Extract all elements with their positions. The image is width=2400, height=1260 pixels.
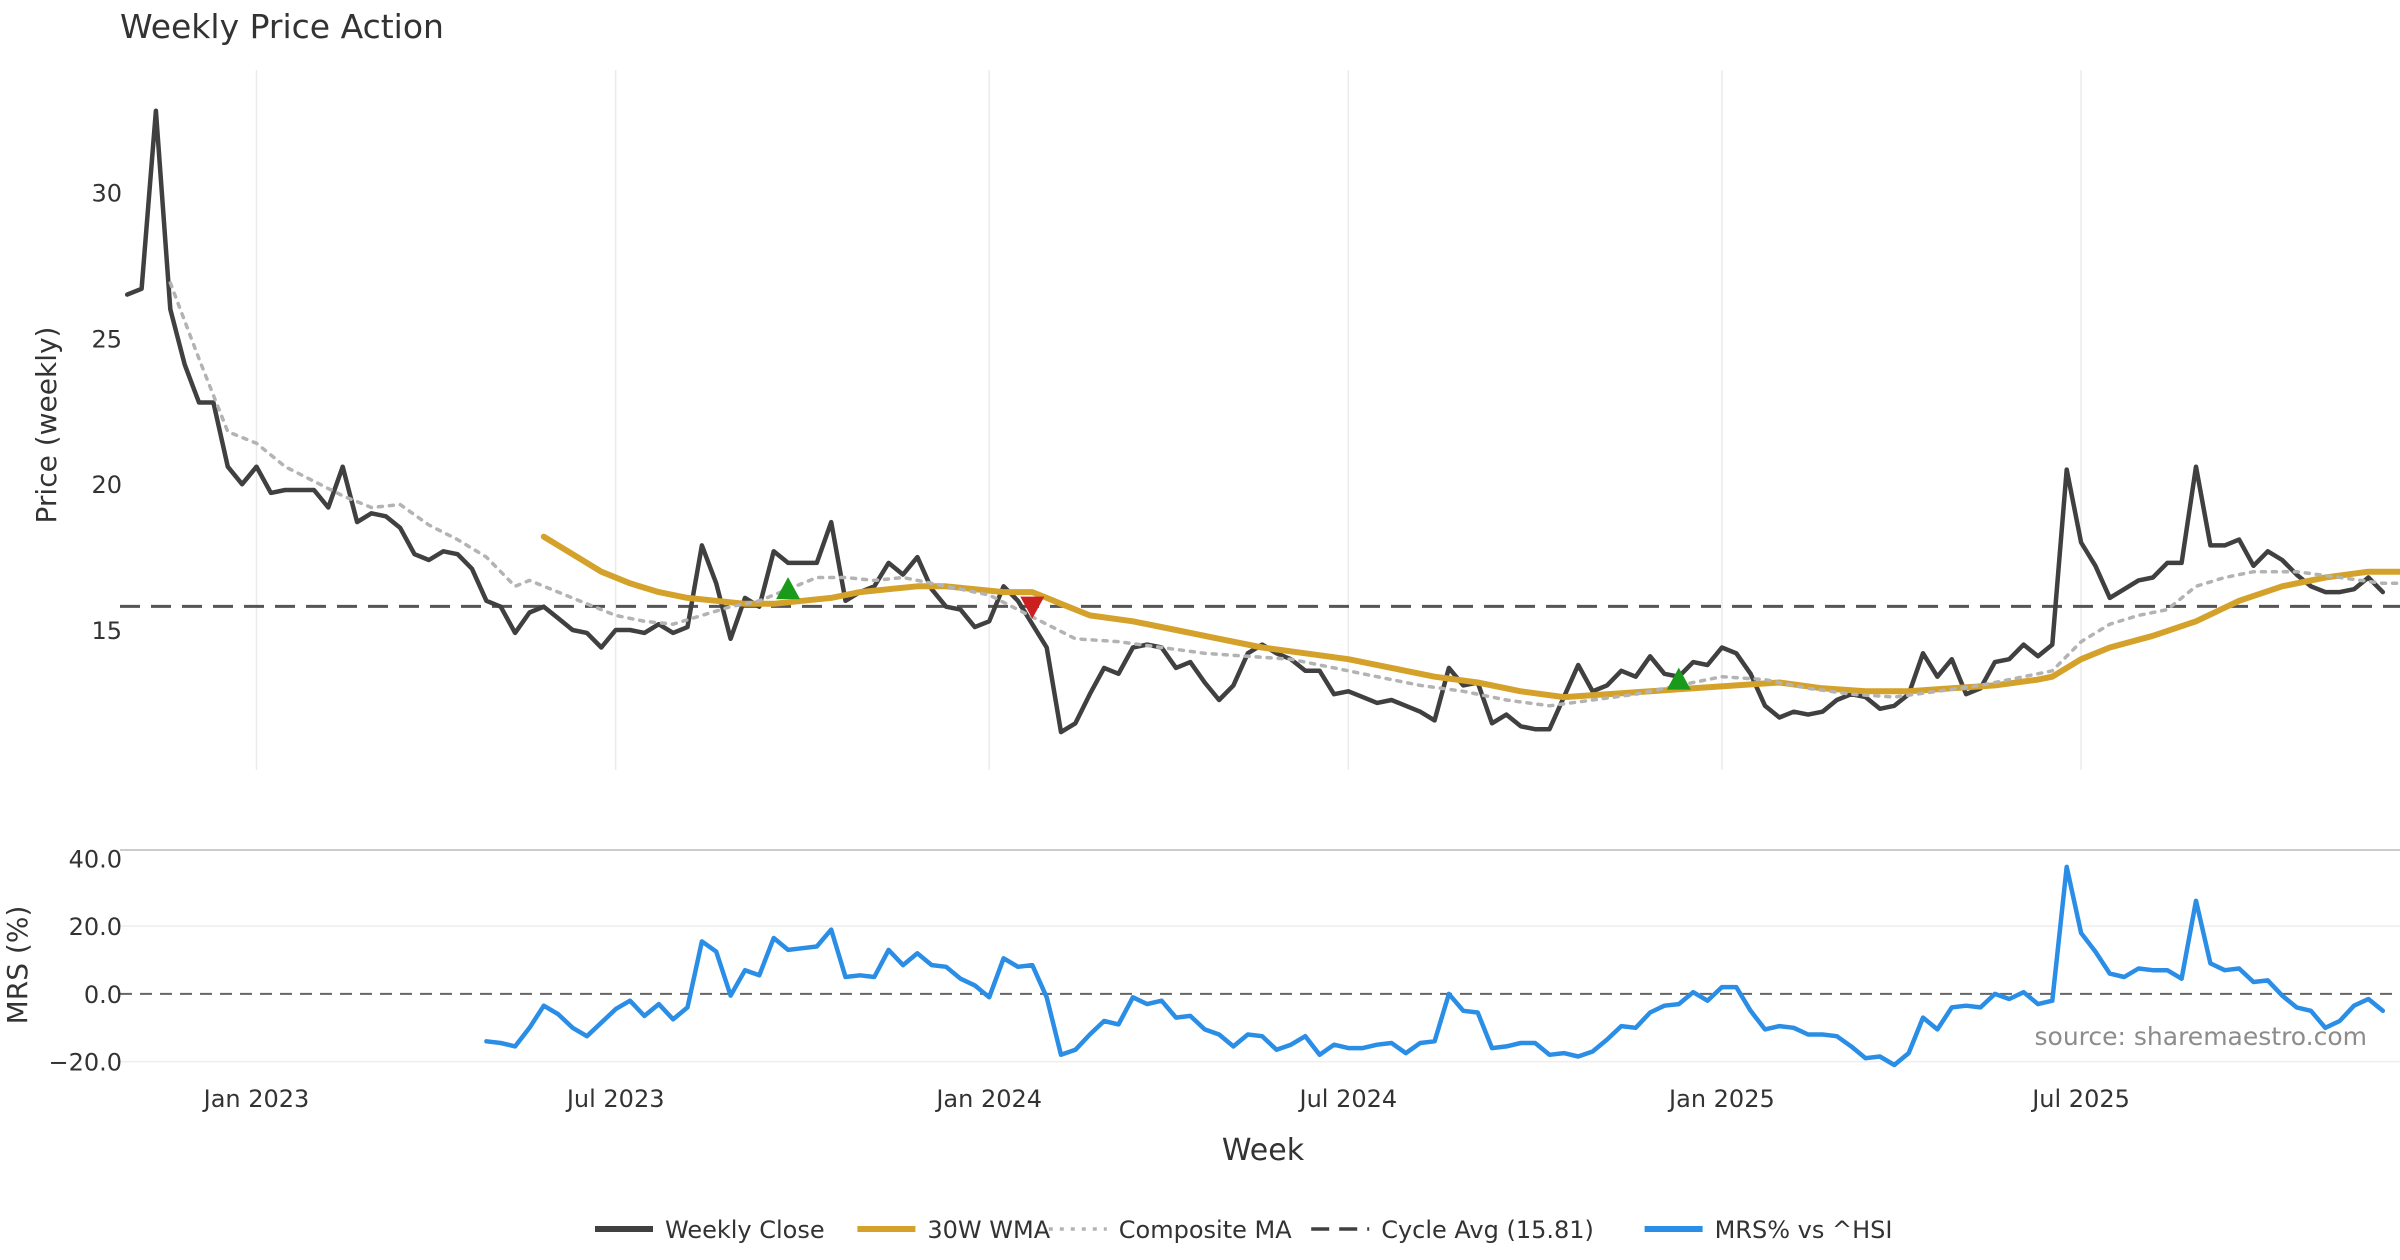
legend-label-composite-ma: Composite MA [1119, 1216, 1292, 1244]
price-panel: 15 20 25 30 Price (weekly) [30, 70, 2400, 770]
source-caption: source: sharemaestro.com [2035, 1022, 2368, 1051]
mrs-y-tick-2: 0.0 [84, 981, 122, 1009]
price-y-ticks: 15 20 25 30 [91, 180, 122, 646]
legend: Weekly Close 30W WMA Composite MA Cycle Avg… [595, 1216, 1892, 1244]
legend-item-composite-ma: Composite MA [1048, 1216, 1292, 1244]
mrs-series-group [484, 864, 2386, 1068]
legend-item-weekly-close: Weekly Close [595, 1216, 825, 1244]
mrs-gridlines [120, 925, 2400, 1063]
price-y-tick-25: 25 [91, 325, 122, 353]
price-y-tick-20: 20 [91, 471, 122, 499]
price-gridlines [255, 70, 2082, 770]
mrs-y-tick-0: 40.0 [69, 845, 122, 873]
x-axis-ticks: Jan 2023 Jul 2023 Jan 2024 Jul 2024 Jan 2025… [202, 1085, 2130, 1113]
x-tick-jul-2024: Jul 2024 [1298, 1085, 1398, 1113]
x-tick-jul-2023: Jul 2023 [565, 1085, 665, 1113]
buy-signal-marker-1 [776, 577, 801, 600]
x-tick-jan-2024: Jan 2024 [934, 1085, 1042, 1113]
signal-markers [776, 577, 1691, 690]
x-tick-jul-2025: Jul 2025 [2030, 1085, 2130, 1113]
series-mrs-vs-hsi [484, 864, 2386, 1068]
legend-label-30w-wma: 30W WMA [927, 1216, 1050, 1244]
price-y-tick-15: 15 [91, 617, 122, 645]
x-tick-jan-2025: Jan 2025 [1667, 1085, 1775, 1113]
legend-item-30w-wma: 30W WMA [857, 1216, 1051, 1244]
series-composite-ma [168, 281, 2400, 708]
buy-signal-marker-3 [1666, 667, 1691, 690]
price-y-tick-30: 30 [91, 180, 122, 208]
price-y-label: Price (weekly) [30, 327, 63, 524]
mrs-y-label: MRS (%) [1, 906, 34, 1025]
mrs-panel: 40.0 20.0 0.0 −20.0 MRS (%) source: sharema… [1, 845, 2400, 1077]
legend-label-cycle-avg-15-81: Cycle Avg (15.81) [1381, 1216, 1594, 1244]
series-weekly-close [124, 108, 2386, 735]
series-30w-wma [540, 533, 2400, 701]
price-series-group [124, 108, 2400, 735]
legend-item-cycle-avg-15-81: Cycle Avg (15.81) [1311, 1216, 1594, 1244]
legend-label-mrs-vs-hsi: MRS% vs ^HSI [1715, 1216, 1893, 1244]
sell-signal-marker-2 [1020, 596, 1045, 619]
legend-label-weekly-close: Weekly Close [665, 1216, 825, 1244]
x-axis-label: Week [1222, 1133, 1305, 1168]
x-tick-jan-2023: Jan 2023 [202, 1085, 310, 1113]
mrs-y-tick-3: −20.0 [48, 1049, 122, 1077]
chart-title: Weekly Price Action [120, 7, 444, 46]
legend-item-mrs-vs-hsi: MRS% vs ^HSI [1644, 1216, 1893, 1244]
mrs-y-ticks: 40.0 20.0 0.0 −20.0 [48, 845, 122, 1076]
mrs-y-tick-1: 20.0 [69, 913, 122, 941]
